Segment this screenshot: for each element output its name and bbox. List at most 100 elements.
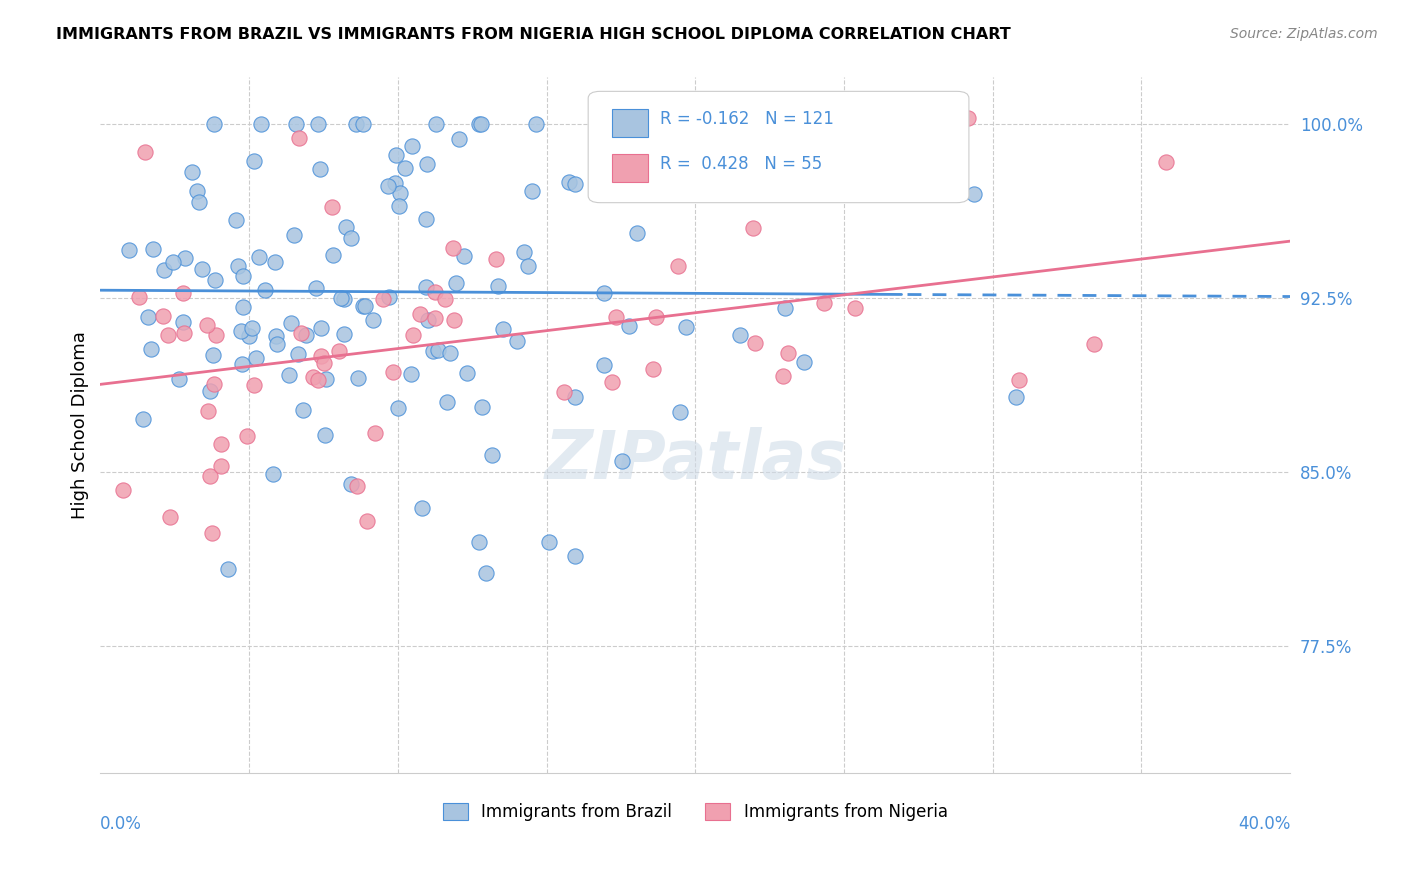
Point [347,371,370,385]
Point [167,372,190,386]
Point [426,343,449,358]
Point [522,185,544,199]
Point [447,132,470,146]
Point [238,329,260,343]
Point [742,221,765,235]
Point [418,313,440,327]
Point [388,199,411,213]
Point [364,425,387,440]
Point [956,112,979,126]
Point [173,251,195,265]
Point [280,317,302,331]
Point [283,227,305,242]
Point [423,310,446,325]
Point [186,185,208,199]
Point [381,365,404,379]
Point [564,177,586,191]
Point [377,179,399,194]
Point [772,369,794,384]
Point [416,157,439,171]
Point [436,394,458,409]
Point [202,347,225,361]
Point [141,342,163,356]
Point [314,356,336,370]
Point [668,260,690,274]
Text: 0.0%: 0.0% [100,815,142,833]
Point [443,312,465,326]
Point [307,373,329,387]
Point [295,328,318,343]
Point [173,326,195,341]
Point [202,117,225,131]
Point [134,145,156,159]
Point [813,295,835,310]
Point [593,286,616,301]
Point [744,336,766,351]
Point [356,514,378,528]
Point [287,346,309,360]
Point [607,131,630,145]
Point [425,117,447,131]
Point [844,301,866,316]
Text: R = -0.162   N = 121: R = -0.162 N = 121 [659,111,834,128]
Point [385,148,408,162]
Point [793,355,815,369]
Point [243,154,266,169]
Point [307,117,329,131]
Point [481,448,503,462]
Point [600,375,623,389]
Point [328,344,350,359]
Point [468,535,491,549]
Point [136,310,159,324]
Point [247,250,270,264]
Point [132,411,155,425]
Point [626,226,648,240]
Point [373,293,395,307]
Point [401,139,423,153]
Point [453,249,475,263]
Point [634,153,657,168]
Point [262,467,284,481]
Text: Source: ZipAtlas.com: Source: ZipAtlas.com [1230,27,1378,41]
Point [773,301,796,315]
Point [172,286,194,301]
Point [315,372,337,386]
Point [605,310,627,324]
Y-axis label: High School Diploma: High School Diploma [72,331,89,519]
Point [225,212,247,227]
Point [643,361,665,376]
Point [470,117,492,131]
Point [610,453,633,467]
Point [486,278,509,293]
Point [240,321,263,335]
Point [190,262,212,277]
Point [505,334,527,348]
Point [352,117,374,131]
Point [204,273,226,287]
Point [730,327,752,342]
Point [330,291,353,305]
Point [333,292,356,306]
Point [524,117,547,131]
Point [209,437,232,451]
Point [152,263,174,277]
Point [159,509,181,524]
Point [389,186,412,200]
Point [290,326,312,340]
Point [157,328,180,343]
Point [209,458,232,473]
Point [321,200,343,214]
Point [474,566,496,581]
Point [314,427,336,442]
Point [439,345,461,359]
Point [287,131,309,145]
Bar [612,154,648,182]
Point [335,219,357,234]
Point [309,349,332,363]
Point [188,195,211,210]
Point [340,231,363,245]
Point [415,212,437,227]
Point [553,385,575,400]
Point [232,301,254,315]
Point [201,525,224,540]
